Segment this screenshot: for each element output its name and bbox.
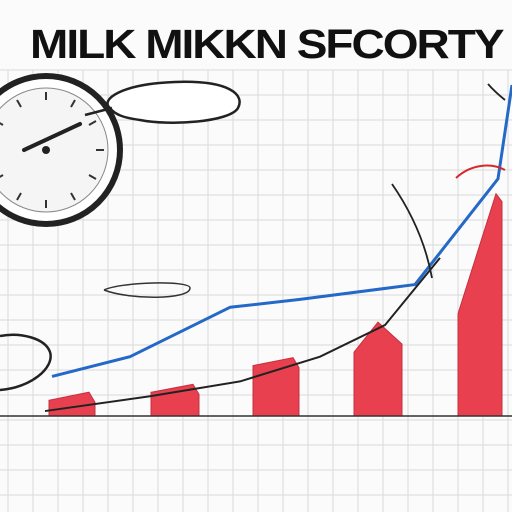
- chart-title: MILK MIKKN SFCORTY: [30, 20, 505, 67]
- bar: [252, 357, 300, 417]
- chart-bars: [48, 192, 503, 417]
- chart-grid: [0, 69, 512, 512]
- annotation-arrow-top: [487, 83, 506, 101]
- series-line-black: [44, 257, 441, 413]
- series-line-blue: [51, 84, 512, 378]
- bar: [457, 192, 503, 417]
- speech-bubble-tail: [84, 106, 113, 117]
- annotation-pointer: [103, 282, 191, 298]
- clock-icon: [0, 73, 123, 227]
- red-arc: [455, 164, 506, 179]
- annotation-arrow: [391, 183, 433, 279]
- chart-lines: [44, 84, 512, 413]
- speech-bubble: [106, 80, 241, 124]
- lasso-shape: [0, 333, 52, 392]
